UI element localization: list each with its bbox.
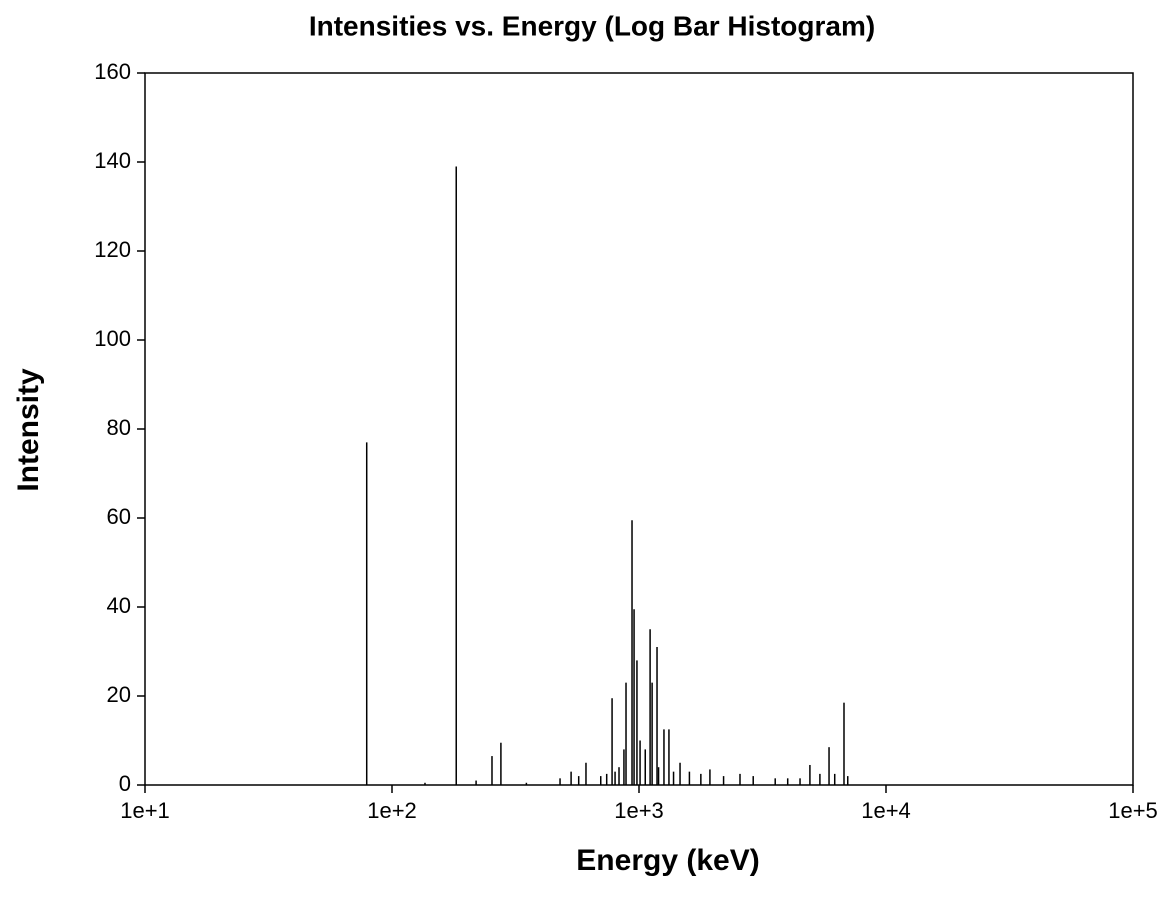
y-tick-label: 140 — [94, 148, 131, 173]
x-tick-label: 1e+2 — [367, 798, 417, 823]
y-axis-label: Intensity — [12, 368, 45, 492]
y-tick-label: 80 — [107, 415, 131, 440]
y-tick-label: 40 — [107, 593, 131, 618]
x-tick-label: 1e+1 — [120, 798, 170, 823]
y-tick-label: 160 — [94, 59, 131, 84]
x-axis-label: Energy (keV) — [576, 844, 759, 877]
x-tick-label: 1e+4 — [861, 798, 911, 823]
plot-frame — [144, 72, 1134, 786]
y-tick-label: 120 — [94, 237, 131, 262]
chart-title: Intensities vs. Energy (Log Bar Histogra… — [309, 10, 875, 41]
x-tick-label: 1e+5 — [1108, 798, 1158, 823]
y-tick-label: 20 — [107, 682, 131, 707]
x-tick-label: 1e+3 — [614, 798, 664, 823]
y-tick-label: 60 — [107, 504, 131, 529]
y-tick-label: 0 — [119, 771, 131, 796]
y-tick-label: 100 — [94, 326, 131, 351]
